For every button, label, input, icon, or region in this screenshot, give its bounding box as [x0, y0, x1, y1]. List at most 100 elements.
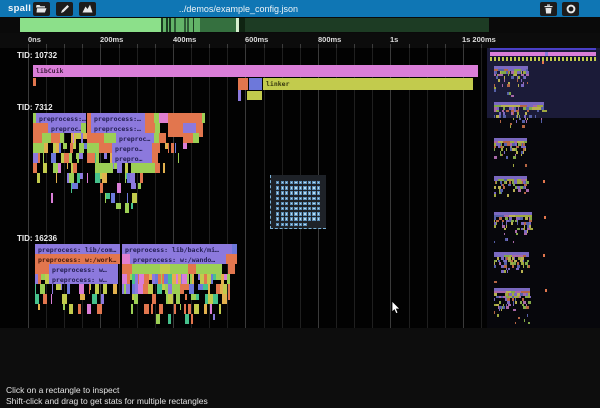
- flame-bar[interactable]: [95, 153, 96, 163]
- flame-bar[interactable]: [81, 123, 86, 133]
- flame-bar[interactable]: [76, 153, 79, 163]
- flame-bar[interactable]: [212, 294, 218, 304]
- flame-bar[interactable]: [63, 143, 68, 149]
- event-grid-cell[interactable]: [303, 212, 307, 216]
- flame-bar[interactable]: [42, 133, 51, 143]
- event-grid-cell[interactable]: [303, 217, 307, 221]
- flame-bar[interactable]: [185, 294, 188, 300]
- flame-bar[interactable]: [76, 133, 81, 139]
- flame-bar[interactable]: [194, 304, 200, 314]
- flame-bar[interactable]: [68, 304, 73, 314]
- settings-button[interactable]: [562, 1, 579, 16]
- event-grid-cell[interactable]: [298, 181, 303, 185]
- event-grid-cell[interactable]: [303, 201, 307, 206]
- flame-bar[interactable]: [51, 153, 57, 163]
- flame-bar[interactable]: [117, 163, 122, 173]
- flame-bar[interactable]: [181, 274, 182, 284]
- flame-bar[interactable]: [145, 123, 155, 133]
- flame-bar[interactable]: [138, 183, 142, 189]
- flame-bar[interactable]: [129, 274, 130, 284]
- flame-bar[interactable]: [143, 284, 148, 294]
- event-grid-cell[interactable]: [276, 207, 280, 211]
- flame-bar[interactable]: [228, 264, 235, 274]
- event-grid-cell[interactable]: [316, 201, 321, 206]
- flame-bar[interactable]: [116, 203, 122, 209]
- flame-bar[interactable]: [168, 274, 172, 284]
- flame-bar[interactable]: preprocess: w:/wando…: [130, 254, 226, 264]
- flame-bar[interactable]: [155, 163, 160, 173]
- flame-bar[interactable]: [96, 153, 99, 163]
- flame-bar[interactable]: [192, 274, 195, 284]
- flame-bar[interactable]: [95, 163, 113, 173]
- flame-bar[interactable]: [207, 274, 212, 284]
- flame-bar[interactable]: [207, 294, 213, 304]
- flame-bar[interactable]: [221, 274, 225, 284]
- event-grid-cell[interactable]: [316, 212, 321, 216]
- flame-bar[interactable]: [198, 284, 204, 290]
- flame-bar[interactable]: [228, 294, 230, 300]
- flame-bar[interactable]: [132, 274, 135, 284]
- flame-bar[interactable]: [111, 193, 116, 203]
- flame-bar[interactable]: [178, 274, 181, 284]
- flame-bar[interactable]: [162, 284, 166, 290]
- event-grid-cell[interactable]: [294, 201, 298, 206]
- event-grid-cell[interactable]: [280, 217, 284, 221]
- event-grid-cell[interactable]: [307, 212, 312, 216]
- flame-bar[interactable]: [130, 173, 135, 183]
- flame-bar[interactable]: [162, 274, 164, 284]
- flame-bar[interactable]: [100, 173, 102, 179]
- event-grid-cell[interactable]: [285, 222, 289, 226]
- event-grid-cell[interactable]: [294, 212, 298, 216]
- flame-bar[interactable]: [87, 304, 92, 314]
- flame-bar[interactable]: [135, 284, 138, 294]
- event-grid-cell[interactable]: [280, 201, 284, 206]
- flame-bar[interactable]: [132, 284, 135, 294]
- trace-minimap[interactable]: [487, 48, 600, 328]
- flame-bar[interactable]: [170, 143, 174, 153]
- flame-bar[interactable]: [202, 113, 205, 123]
- event-grid-cell[interactable]: [298, 217, 303, 221]
- event-grid-cell[interactable]: [298, 212, 303, 216]
- flame-bar[interactable]: [127, 173, 130, 183]
- event-grid-cell[interactable]: [298, 222, 303, 226]
- flame-bar[interactable]: [126, 173, 127, 179]
- flame-bar[interactable]: [247, 91, 262, 100]
- flame-bar[interactable]: [139, 274, 144, 284]
- flame-bar[interactable]: [77, 304, 81, 314]
- event-grid-cell[interactable]: [316, 217, 321, 221]
- flame-bar[interactable]: [87, 123, 91, 133]
- flame-bar[interactable]: [189, 304, 192, 314]
- flame-bar[interactable]: [69, 173, 75, 183]
- event-grid-cell[interactable]: [276, 212, 280, 216]
- flame-bar[interactable]: [133, 163, 155, 173]
- event-grid-cell[interactable]: [276, 186, 280, 190]
- flame-bar[interactable]: [100, 183, 103, 193]
- flame-bar[interactable]: [71, 183, 75, 189]
- flame-bar[interactable]: [160, 264, 170, 274]
- flame-bar[interactable]: [95, 173, 100, 183]
- flame-bar[interactable]: [96, 304, 102, 314]
- flame-bar[interactable]: [189, 284, 195, 294]
- flame-bar[interactable]: [196, 264, 222, 274]
- flame-bar[interactable]: preprocess:…: [36, 113, 86, 123]
- flame-bar[interactable]: [228, 284, 230, 294]
- flame-bar[interactable]: prepro…: [112, 143, 152, 153]
- flame-bar[interactable]: [198, 274, 201, 280]
- flame-bar[interactable]: [183, 143, 188, 149]
- flame-bar[interactable]: [33, 133, 42, 143]
- event-grid-cell[interactable]: [294, 191, 298, 195]
- event-grid-cell[interactable]: [307, 186, 312, 190]
- flame-bar[interactable]: [110, 153, 112, 163]
- flame-bar[interactable]: [81, 133, 83, 143]
- event-grid-cell[interactable]: [289, 201, 294, 206]
- event-grid-cell[interactable]: [298, 186, 303, 190]
- flame-bar[interactable]: [38, 274, 41, 284]
- flame-bar[interactable]: [188, 304, 190, 314]
- flame-bar[interactable]: [45, 274, 49, 284]
- flame-bar[interactable]: [155, 274, 158, 284]
- event-grid-cell[interactable]: [312, 186, 316, 190]
- flame-bar[interactable]: [58, 143, 61, 153]
- flame-bar[interactable]: [165, 284, 169, 294]
- flame-bar[interactable]: [191, 314, 194, 324]
- event-grid-cell[interactable]: [307, 181, 312, 185]
